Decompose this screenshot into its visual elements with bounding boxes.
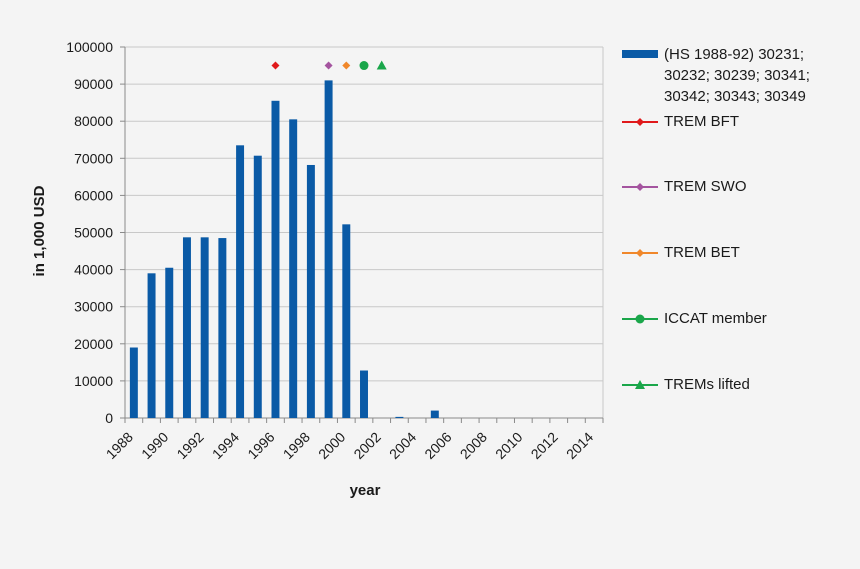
- legend-item-trade: (HS 1988-92) 30231; 30232; 30239; 30341;…: [620, 44, 844, 107]
- y-tick-label: 40000: [74, 262, 113, 278]
- legend-symbol-trem-swo: [620, 176, 660, 197]
- legend-symbol-svg: [622, 380, 658, 389]
- bar-2003: [395, 416, 404, 418]
- bar-1993: [218, 238, 227, 418]
- legend-symbol-svg: [622, 118, 658, 126]
- x-tick-label: 2014: [563, 429, 596, 462]
- legend-marker: [636, 118, 644, 126]
- bar-1994: [236, 145, 245, 418]
- event-marker-trem-bet: [342, 61, 351, 70]
- bar-1998: [306, 164, 315, 418]
- event-marker-trems-lifted: [376, 60, 387, 70]
- event-marker-trem-bft: [271, 61, 280, 70]
- bar-1999: [324, 80, 333, 418]
- legend-symbol-trem-bet: [620, 242, 660, 263]
- legend-symbol-svg: [622, 249, 658, 257]
- x-axis-label: year: [350, 482, 381, 499]
- x-tick-label: 1990: [138, 429, 171, 462]
- y-tick-label: 50000: [74, 225, 113, 241]
- legend-symbol-iccat-member: [620, 308, 660, 329]
- legend-label-trem-swo: TREM SWO: [664, 178, 747, 195]
- legend-symbol-svg: [622, 183, 658, 191]
- bar-1995: [253, 155, 262, 418]
- bar-1991: [182, 237, 191, 418]
- bar-1990: [165, 267, 174, 418]
- x-tick-label: 2010: [492, 429, 525, 462]
- bar-1989: [147, 273, 156, 418]
- bar-1997: [289, 119, 298, 418]
- y-tick-label: 80000: [74, 113, 113, 129]
- x-tick-label: 1992: [173, 429, 206, 462]
- y-tick-label: 90000: [74, 76, 113, 92]
- x-tick-label: 2002: [350, 429, 383, 462]
- bar-1988: [129, 347, 138, 418]
- legend-label-trem-bft: TREM BFT: [664, 113, 739, 130]
- y-tick-label: 100000: [66, 39, 113, 55]
- grid-lines: [125, 46, 604, 418]
- legend-symbol-trem-bft: [620, 111, 660, 132]
- legend-label-trade: (HS 1988-92) 30231; 30232; 30239; 30341;…: [664, 46, 810, 105]
- y-tick-label: 10000: [74, 373, 113, 389]
- legend-item-trems-lifted: TREMs lifted: [620, 374, 844, 395]
- x-tick-label: 2004: [386, 429, 419, 462]
- y-tick-label: 20000: [74, 336, 113, 352]
- legend-item-trem-bet: TREM BET: [620, 242, 844, 263]
- legend-item-trem-swo: TREM SWO: [620, 176, 844, 197]
- y-tick-label: 60000: [74, 187, 113, 203]
- legend-item-trem-bft: TREM BFT: [620, 111, 844, 132]
- legend-label-iccat-member: ICCAT member: [664, 310, 767, 327]
- bar-1992: [200, 237, 209, 418]
- bar-1996: [271, 100, 280, 419]
- event-marker-iccat-member: [359, 61, 369, 71]
- y-axis-label: in 1,000 USD: [31, 185, 48, 276]
- x-tick-labels: 1988 1990 1992 1994 1996 1998 2000 2002 2004 2006…: [103, 429, 597, 462]
- x-tick-label: 2006: [421, 429, 454, 462]
- x-tick-label: 1996: [244, 429, 277, 462]
- legend-label-trems-lifted: TREMs lifted: [664, 376, 750, 393]
- bar-2005: [430, 410, 439, 418]
- legend-marker: [635, 314, 645, 324]
- event-markers: [271, 60, 387, 71]
- x-tick-label: 1998: [280, 429, 313, 462]
- legend-item-iccat-member: ICCAT member: [620, 308, 844, 329]
- x-tick-label: 1988: [103, 429, 136, 462]
- x-tick-label: 2012: [528, 429, 561, 462]
- legend-bar-swatch: [622, 50, 658, 58]
- x-tick-label: 2008: [457, 429, 490, 462]
- legend-marker: [636, 183, 644, 191]
- x-tick-label: 2000: [315, 429, 348, 462]
- x-tick-label: 1994: [209, 429, 242, 462]
- bar-2000: [342, 224, 351, 418]
- y-tick-label: 70000: [74, 150, 113, 166]
- legend-label-trem-bet: TREM BET: [664, 244, 740, 261]
- y-tick-label: 0: [105, 410, 113, 426]
- event-marker-trem-swo: [324, 61, 333, 70]
- y-tick-label: 30000: [74, 299, 113, 315]
- axes: [120, 46, 604, 423]
- legend-marker: [635, 380, 645, 389]
- bar-2001: [360, 370, 368, 418]
- bars: [129, 80, 439, 419]
- legend-symbol-trems-lifted: [620, 374, 660, 395]
- legend-marker: [636, 249, 644, 257]
- y-tick-labels: 0 10000 20000 30000 40000 50000 60000 70000 8000…: [66, 39, 113, 426]
- legend-symbol-svg: [622, 314, 658, 324]
